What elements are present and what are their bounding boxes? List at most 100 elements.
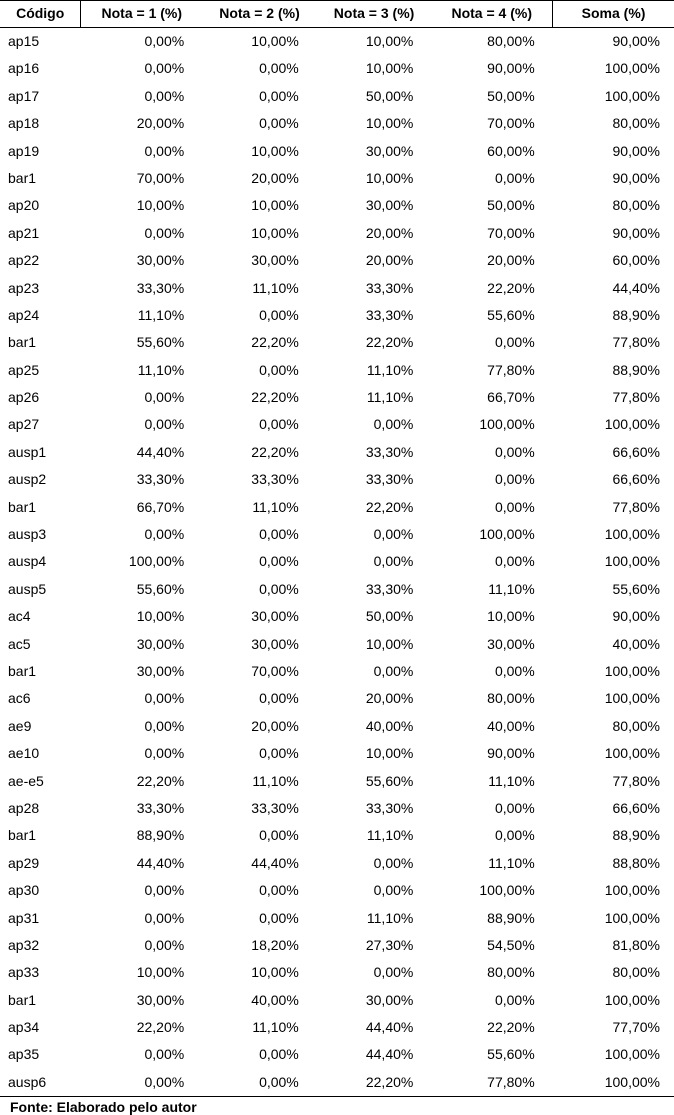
cell-nota3: 20,00% (317, 247, 432, 274)
cell-nota3: 10,00% (317, 27, 432, 55)
table-row: ae100,00%0,00%10,00%90,00%100,00% (0, 740, 674, 767)
cell-nota1: 70,00% (81, 164, 202, 191)
cell-nota3: 0,00% (317, 849, 432, 876)
cell-soma: 77,80% (553, 493, 674, 520)
cell-nota3: 30,00% (317, 137, 432, 164)
table-row: ap270,00%0,00%0,00%100,00%100,00% (0, 411, 674, 438)
cell-codigo: ausp2 (0, 466, 81, 493)
cell-nota3: 33,30% (317, 575, 432, 602)
table-row: ausp233,30%33,30%33,30%0,00%66,60% (0, 466, 674, 493)
cell-nota3: 10,00% (317, 110, 432, 137)
cell-soma: 44,40% (553, 274, 674, 301)
cell-nota2: 33,30% (202, 794, 317, 821)
cell-soma: 88,90% (553, 301, 674, 328)
cell-soma: 77,70% (553, 1014, 674, 1041)
table-row: ap2230,00%30,00%20,00%20,00%60,00% (0, 247, 674, 274)
cell-codigo: ausp6 (0, 1068, 81, 1096)
table-row: ap2833,30%33,30%33,30%0,00%66,60% (0, 794, 674, 821)
table-row: ap2010,00%10,00%30,00%50,00%80,00% (0, 192, 674, 219)
cell-nota4: 0,00% (431, 438, 552, 465)
cell-codigo: ap33 (0, 959, 81, 986)
cell-nota3: 50,00% (317, 82, 432, 109)
cell-nota4: 70,00% (431, 110, 552, 137)
cell-nota2: 0,00% (202, 575, 317, 602)
cell-nota1: 55,60% (81, 575, 202, 602)
cell-nota4: 22,20% (431, 1014, 552, 1041)
cell-nota2: 33,30% (202, 466, 317, 493)
cell-nota3: 11,10% (317, 904, 432, 931)
cell-soma: 66,60% (553, 466, 674, 493)
table-row: ae-e522,20%11,10%55,60%11,10%77,80% (0, 767, 674, 794)
cell-nota2: 70,00% (202, 657, 317, 684)
cell-nota2: 0,00% (202, 411, 317, 438)
table-row: ac410,00%30,00%50,00%10,00%90,00% (0, 603, 674, 630)
table-row: ap150,00%10,00%10,00%80,00%90,00% (0, 27, 674, 55)
table-row: bar155,60%22,20%22,20%0,00%77,80% (0, 329, 674, 356)
table-row: bar166,70%11,10%22,20%0,00%77,80% (0, 493, 674, 520)
cell-nota1: 0,00% (81, 877, 202, 904)
cell-codigo: ausp1 (0, 438, 81, 465)
table-row: ap320,00%18,20%27,30%54,50%81,80% (0, 931, 674, 958)
cell-nota2: 0,00% (202, 822, 317, 849)
cell-nota4: 100,00% (431, 521, 552, 548)
cell-nota4: 20,00% (431, 247, 552, 274)
cell-nota2: 40,00% (202, 986, 317, 1013)
cell-nota2: 20,00% (202, 712, 317, 739)
cell-nota3: 10,00% (317, 55, 432, 82)
cell-codigo: ausp4 (0, 548, 81, 575)
cell-nota3: 0,00% (317, 959, 432, 986)
cell-nota3: 11,10% (317, 356, 432, 383)
cell-nota1: 0,00% (81, 82, 202, 109)
cell-soma: 66,60% (553, 438, 674, 465)
cell-nota1: 0,00% (81, 384, 202, 411)
cell-nota1: 22,20% (81, 767, 202, 794)
cell-nota4: 66,70% (431, 384, 552, 411)
cell-nota4: 30,00% (431, 630, 552, 657)
cell-nota4: 0,00% (431, 329, 552, 356)
cell-nota1: 30,00% (81, 247, 202, 274)
cell-nota4: 54,50% (431, 931, 552, 958)
cell-soma: 80,00% (553, 712, 674, 739)
table-row: bar188,90%0,00%11,10%0,00%88,90% (0, 822, 674, 849)
cell-codigo: ac5 (0, 630, 81, 657)
table-row: ap310,00%0,00%11,10%88,90%100,00% (0, 904, 674, 931)
cell-nota1: 0,00% (81, 740, 202, 767)
cell-nota2: 30,00% (202, 603, 317, 630)
cell-nota3: 44,40% (317, 1014, 432, 1041)
cell-nota1: 66,70% (81, 493, 202, 520)
cell-nota4: 90,00% (431, 740, 552, 767)
cell-codigo: bar1 (0, 329, 81, 356)
cell-nota2: 10,00% (202, 192, 317, 219)
header-nota3: Nota = 3 (%) (317, 1, 432, 28)
cell-nota1: 30,00% (81, 986, 202, 1013)
cell-nota2: 0,00% (202, 110, 317, 137)
cell-nota3: 11,10% (317, 384, 432, 411)
cell-codigo: ap29 (0, 849, 81, 876)
cell-nota4: 10,00% (431, 603, 552, 630)
table-row: bar130,00%40,00%30,00%0,00%100,00% (0, 986, 674, 1013)
cell-codigo: ap20 (0, 192, 81, 219)
cell-nota2: 0,00% (202, 904, 317, 931)
cell-soma: 88,90% (553, 356, 674, 383)
cell-nota3: 50,00% (317, 603, 432, 630)
cell-soma: 90,00% (553, 27, 674, 55)
table-row: ap260,00%22,20%11,10%66,70%77,80% (0, 384, 674, 411)
cell-nota4: 0,00% (431, 986, 552, 1013)
cell-nota2: 0,00% (202, 685, 317, 712)
cell-codigo: ap25 (0, 356, 81, 383)
cell-codigo: ap30 (0, 877, 81, 904)
cell-nota3: 44,40% (317, 1041, 432, 1068)
cell-nota1: 33,30% (81, 466, 202, 493)
cell-nota1: 0,00% (81, 1041, 202, 1068)
cell-nota2: 0,00% (202, 1041, 317, 1068)
cell-soma: 100,00% (553, 548, 674, 575)
cell-nota4: 22,20% (431, 274, 552, 301)
cell-codigo: ac4 (0, 603, 81, 630)
table-body: ap150,00%10,00%10,00%80,00%90,00%ap160,0… (0, 27, 674, 1096)
cell-soma: 88,90% (553, 822, 674, 849)
cell-soma: 90,00% (553, 164, 674, 191)
cell-nota1: 0,00% (81, 219, 202, 246)
cell-nota2: 0,00% (202, 1068, 317, 1096)
table-row: ap2333,30%11,10%33,30%22,20%44,40% (0, 274, 674, 301)
cell-nota4: 80,00% (431, 959, 552, 986)
